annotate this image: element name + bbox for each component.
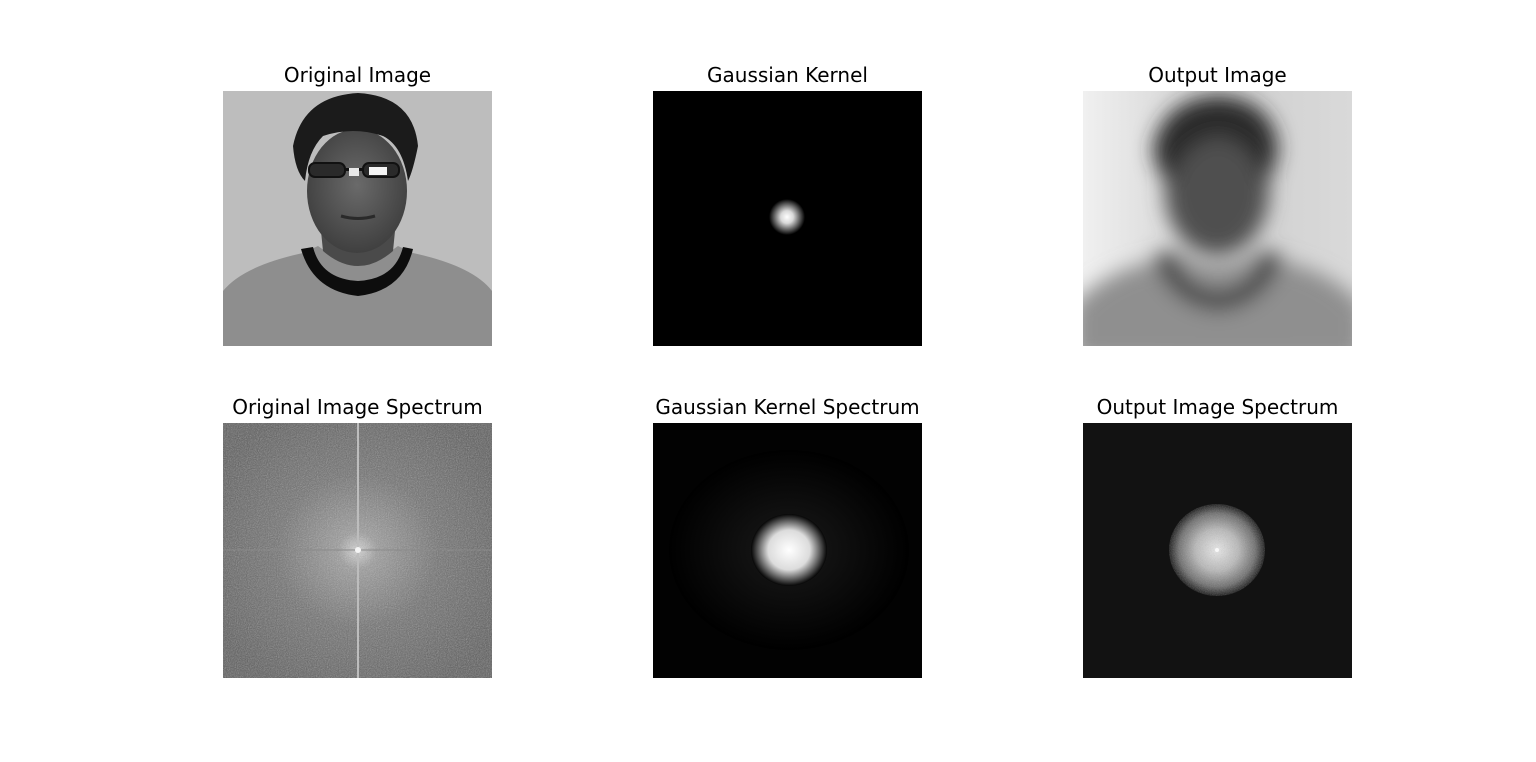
gaussian-kernel-image (653, 91, 922, 346)
output-image-spectrum (1083, 423, 1352, 678)
output-image (1083, 91, 1352, 346)
original-image (223, 91, 492, 346)
original-image-spectrum (223, 423, 492, 678)
panel-title: Gaussian Kernel (707, 63, 868, 87)
panel-title: Output Image Spectrum (1096, 395, 1339, 419)
panel-title: Output Image (1148, 63, 1287, 87)
panel-title: Original Image Spectrum (232, 395, 483, 419)
panel-title: Gaussian Kernel Spectrum (655, 395, 920, 419)
panel-title: Original Image (283, 63, 432, 87)
gaussian-kernel-spectrum (653, 423, 922, 678)
